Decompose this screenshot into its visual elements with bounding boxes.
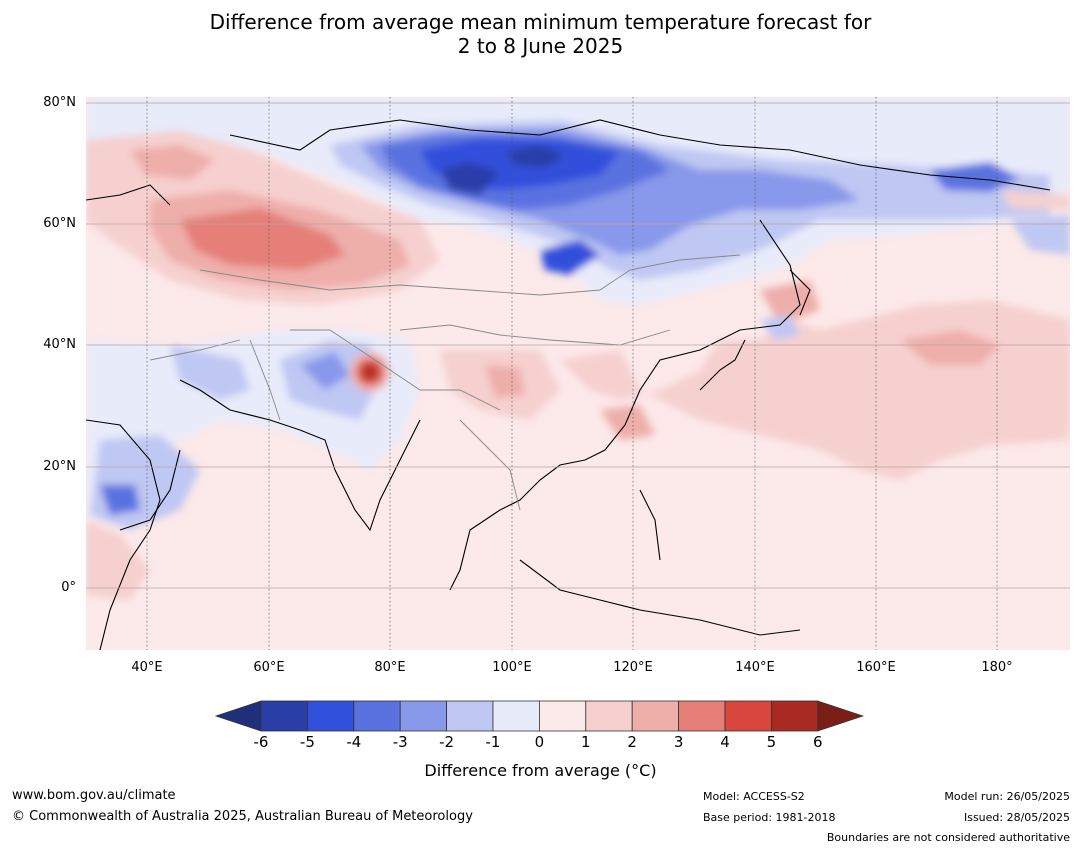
- colorbar-segment: [353, 700, 401, 732]
- boundaries-disclaimer: Boundaries are not considered authoritat…: [826, 831, 1070, 844]
- country-borders: [149, 254, 741, 511]
- colorbar-tick-label: 1: [581, 733, 591, 751]
- lat-label: 0°: [61, 580, 76, 595]
- model-run-date: Model run: 26/05/2025: [944, 790, 1070, 803]
- lat-label: 60°N: [43, 216, 76, 231]
- colorbar-tick-label: 4: [720, 733, 730, 751]
- colorbar-segment: [260, 700, 308, 732]
- colorbar-segment: [538, 700, 587, 732]
- website-link[interactable]: www.bom.gov.au/climate: [12, 788, 176, 803]
- colorbar-label: Difference from average (°C): [424, 761, 657, 780]
- map-title: Difference from average mean minimum tem…: [0, 10, 1081, 58]
- colorbar-segment: [446, 700, 494, 732]
- lon-label: 180°: [981, 660, 1013, 675]
- lon-label: 60°E: [253, 660, 285, 675]
- colorbar-tick-label: -6: [253, 733, 269, 751]
- colorbar-tick-label: -4: [346, 733, 362, 751]
- lat-label: 20°N: [43, 459, 76, 474]
- lat-label: 40°N: [43, 337, 76, 352]
- colorbar-segment: [817, 700, 865, 732]
- colorbar-segments: [214, 700, 865, 732]
- colorbar-segment: [492, 700, 540, 732]
- colorbar-tick-label: -5: [299, 733, 315, 751]
- colorbar-tick-label: 2: [627, 733, 637, 751]
- lon-label: 40°E: [131, 660, 163, 675]
- parallel-lines: [86, 102, 1070, 589]
- colorbar-segment: [399, 700, 447, 732]
- colorbar-tick-label: 6: [813, 733, 823, 751]
- title-line-2: 2 to 8 June 2025: [457, 34, 624, 58]
- colorbar-tick-label: 0: [534, 733, 545, 751]
- colorbar-segment: [585, 700, 633, 732]
- colorbar: [214, 700, 865, 732]
- lon-label: 140°E: [735, 660, 775, 675]
- meridian-lines: [146, 97, 998, 650]
- colorbar-tick-label: -3: [392, 733, 408, 751]
- lat-label: 80°N: [43, 95, 76, 110]
- colorbar-segment: [724, 700, 772, 732]
- colorbar-tick-label: -1: [485, 733, 501, 751]
- colorbar-segment: [214, 700, 262, 732]
- colorbar-tick-label: -2: [439, 733, 455, 751]
- colorbar-segment: [771, 700, 819, 732]
- colorbar-tick-label: 3: [673, 733, 684, 751]
- colorbar-segment: [307, 700, 355, 732]
- model-name: Model: ACCESS-S2: [703, 790, 805, 803]
- base-period: Base period: 1981-2018: [703, 811, 836, 824]
- issued-date: Issued: 28/05/2025: [963, 811, 1070, 824]
- title-line-1: Difference from average mean minimum tem…: [209, 10, 872, 34]
- lon-label: 120°E: [613, 660, 653, 675]
- colorbar-segment: [678, 700, 726, 732]
- lon-label: 160°E: [856, 660, 896, 675]
- temperature-anomaly-map: [86, 97, 1070, 650]
- lon-label: 100°E: [492, 660, 532, 675]
- anomaly-contours: [86, 97, 1070, 600]
- colorbar-tick-label: 5: [766, 733, 777, 751]
- lon-label: 80°E: [374, 660, 406, 675]
- colorbar-segment: [631, 700, 680, 732]
- copyright-text: © Commonwealth of Australia 2025, Austra…: [12, 809, 473, 824]
